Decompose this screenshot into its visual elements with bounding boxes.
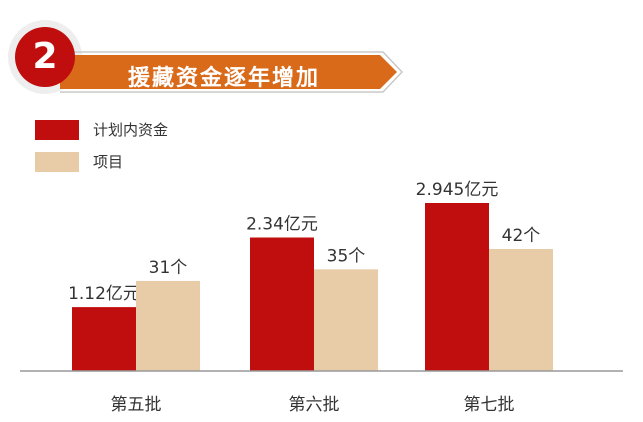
bar-projects-1 [136,280,200,371]
data-label-funds-1: 1.12亿元 [68,284,140,304]
legend-swatch-funds [35,120,79,140]
data-label-projects-1: 31个 [149,258,188,278]
legend-label-funds: 计划内资金 [93,121,169,139]
number-badge [15,27,75,87]
legend-label-projects: 项目 [93,153,124,171]
bar-funds-2 [250,237,314,371]
section-title: 援藏资金逐年增加 [128,66,321,91]
x-tick-label-3: 第七批 [464,395,515,415]
header-banner [8,20,404,94]
bar-projects-2 [314,269,378,371]
data-label-projects-3: 42个 [502,226,541,246]
bar-funds-3 [425,203,489,371]
title-band-edge [60,51,404,93]
data-label-projects-2: 35个 [327,246,366,266]
data-label-funds-2: 2.34亿元 [246,215,318,235]
x-tick-label-1: 第五批 [111,395,162,415]
data-label-funds-3: 2.945亿元 [416,180,499,200]
x-tick-label-2: 第六批 [289,395,340,415]
bar-funds-1 [72,307,136,371]
legend-swatch-projects [35,152,79,172]
section-number: 2 [32,36,58,77]
title-band [60,55,397,89]
bar-projects-3 [489,249,553,371]
